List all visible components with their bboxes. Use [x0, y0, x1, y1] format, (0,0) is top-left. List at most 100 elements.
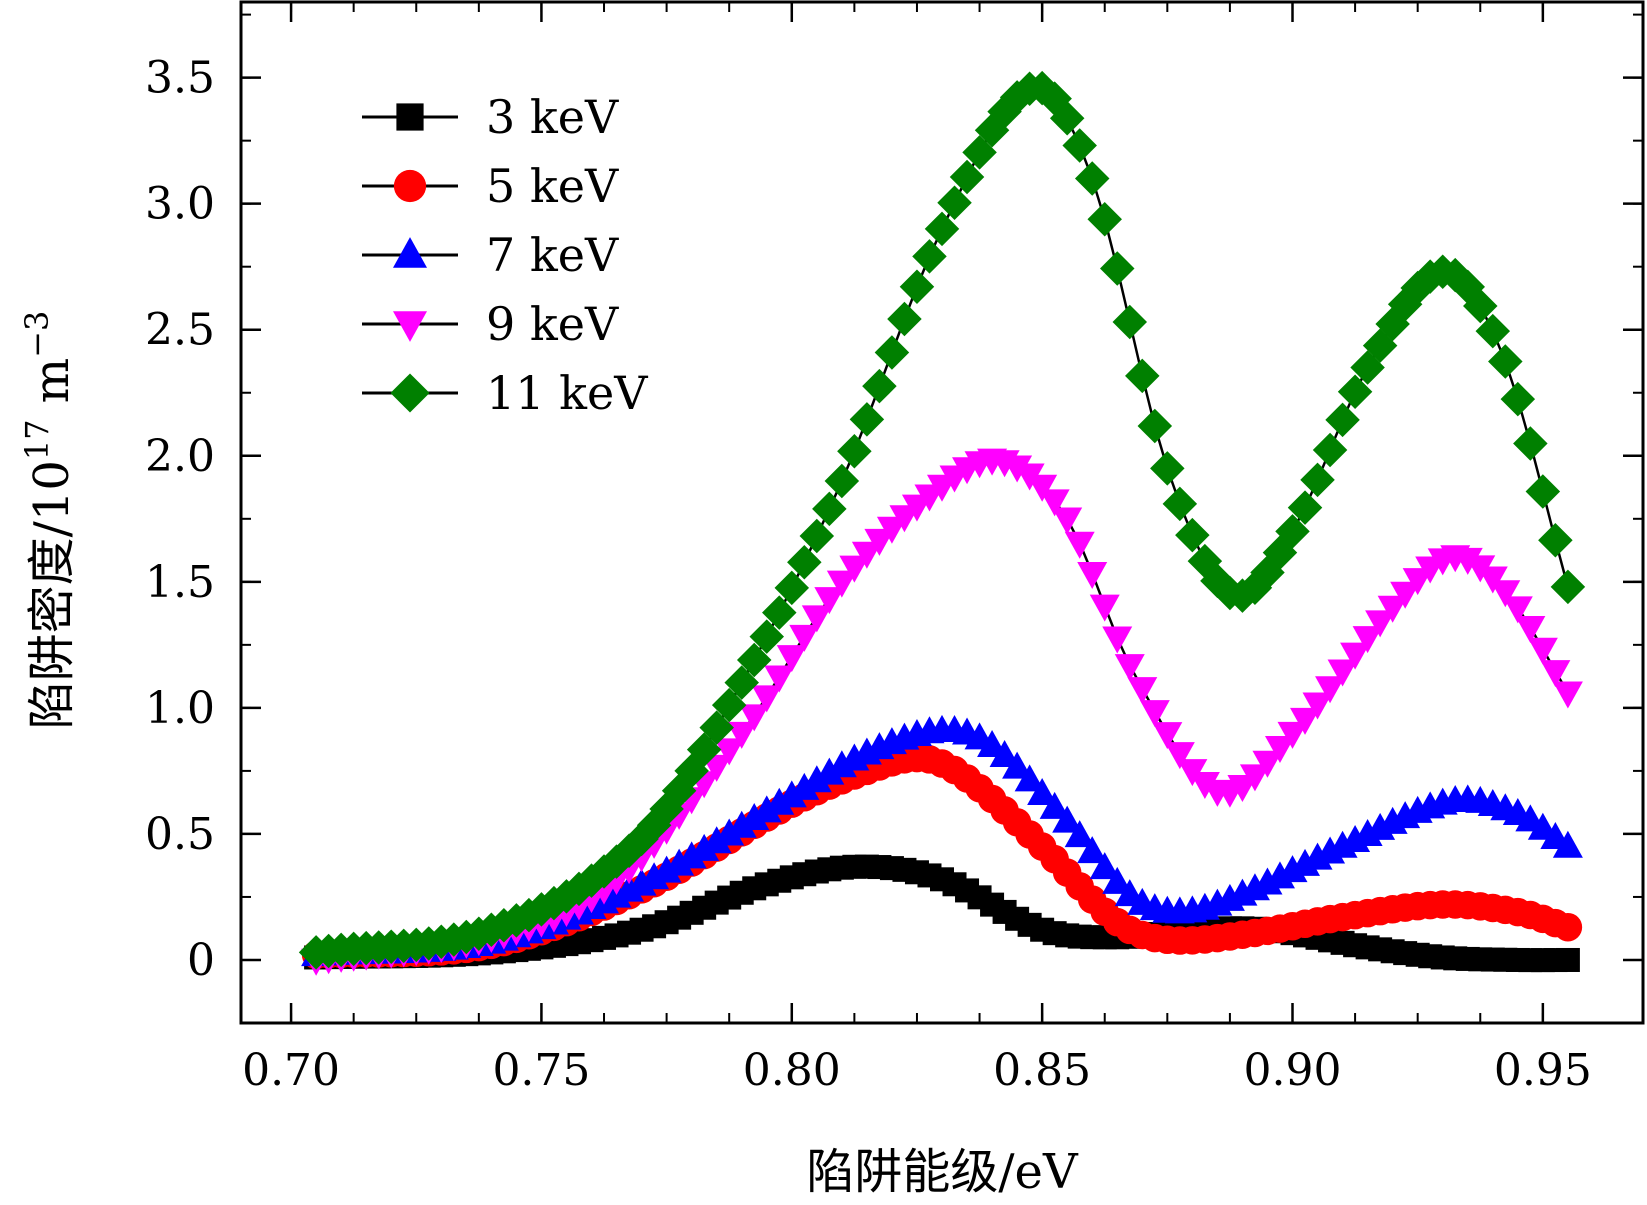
data-point [1325, 402, 1360, 438]
data-point [764, 665, 795, 693]
data-point [751, 795, 782, 823]
data-point [837, 434, 872, 469]
y-axis-title-main: 陷阱密度/10 [24, 460, 80, 729]
data-point [1014, 764, 1045, 792]
y-axis: 0 0.5 1.0 1.5 2.0 2.5 3.0 3.5 [145, 13, 1643, 1024]
data-point [1137, 408, 1173, 444]
data-point [651, 855, 682, 883]
y-tick-label: 2.0 [145, 431, 215, 482]
data-point [801, 765, 832, 793]
data-point [826, 570, 857, 598]
data-point [1552, 681, 1583, 709]
data-point [899, 269, 935, 305]
plot-frame [239, 0, 1645, 1025]
data-point [799, 518, 835, 554]
data-point [1500, 381, 1536, 417]
data-point [1150, 451, 1185, 486]
data-point [839, 555, 870, 583]
data-point [1087, 202, 1122, 237]
y-axis-title: 陷阱密度/1017 m−3 [18, 311, 80, 730]
data-point [1125, 358, 1160, 394]
data-point [1538, 522, 1573, 558]
data-point [912, 239, 947, 274]
data-point [711, 687, 747, 723]
data-point [762, 595, 797, 630]
data-point [862, 368, 897, 404]
legend-item: 7 keV [362, 228, 619, 282]
x-tick-label: 0.80 [743, 1045, 841, 1096]
data-point [1102, 866, 1133, 894]
data-point [1555, 947, 1580, 972]
x-tick-label: 0.90 [1244, 1045, 1342, 1096]
data-point [787, 545, 822, 580]
data-point [1252, 750, 1283, 778]
legend: 3 keV 5 keV 7 keV 9 keV 11 keV [362, 90, 648, 420]
data-point [1475, 313, 1511, 349]
data-point [1312, 432, 1348, 468]
data-point [949, 159, 985, 195]
legend-marker [393, 311, 427, 342]
data-point [801, 605, 832, 633]
data-point [1049, 101, 1085, 136]
data-point [1164, 742, 1195, 770]
data-point [1052, 507, 1083, 535]
x-tick-label: 0.70 [242, 1045, 340, 1096]
y-tick-label: 2.5 [145, 305, 215, 356]
legend-label: 11 keV [486, 366, 648, 420]
data-point [1513, 426, 1548, 461]
data-point [714, 738, 745, 766]
data-point [1102, 626, 1133, 654]
data-point [1527, 637, 1558, 665]
data-point [1315, 676, 1346, 704]
data-point [664, 848, 695, 876]
series-11-kev [298, 70, 1586, 970]
data-point [1089, 852, 1120, 880]
data-point [1300, 462, 1335, 498]
data-point [1127, 677, 1158, 705]
data-point [1340, 642, 1371, 670]
data-point [1027, 777, 1058, 805]
data-point [1152, 722, 1183, 750]
data-point [1365, 610, 1396, 638]
legend-marker [390, 373, 430, 413]
data-point [1239, 764, 1270, 792]
data-point [1189, 772, 1220, 800]
legend-label: 9 keV [486, 297, 619, 351]
y-tick-label: 1.0 [145, 683, 215, 734]
legend-item: 11 keV [362, 366, 648, 420]
data-point [1264, 735, 1295, 763]
data-point [937, 185, 972, 221]
data-point [689, 833, 720, 861]
y-tick-label: 3.5 [145, 53, 215, 104]
data-point [1002, 751, 1033, 779]
data-point [1062, 128, 1097, 163]
data-point [1302, 692, 1333, 720]
x-axis: 0.70 0.75 0.80 0.85 0.90 0.95 [242, 2, 1592, 1096]
x-tick-label: 0.75 [492, 1045, 590, 1096]
data-point [1077, 561, 1108, 589]
data-point [774, 570, 810, 606]
data-point [1277, 721, 1308, 749]
data-point [887, 301, 922, 337]
data-point [789, 624, 820, 652]
data-point [1553, 912, 1583, 942]
data-point [989, 739, 1020, 767]
data-point [789, 772, 820, 800]
legend-marker [393, 169, 427, 203]
y-tick-label: 0 [187, 935, 215, 986]
data-point [864, 528, 895, 556]
data-point [1390, 581, 1421, 609]
data-point [676, 841, 707, 869]
y-tick-label: 3.0 [145, 179, 215, 230]
data-point [1490, 580, 1521, 608]
legend-label: 3 keV [486, 90, 619, 144]
data-point [1488, 344, 1523, 379]
data-point [1089, 594, 1120, 622]
data-point [1550, 569, 1586, 605]
data-point [1337, 374, 1373, 410]
x-axis-title: 陷阱能级/eV [806, 1144, 1079, 1200]
data-point [726, 721, 757, 749]
data-point [1064, 531, 1095, 559]
series-layer [298, 70, 1586, 976]
data-point [1552, 830, 1583, 858]
